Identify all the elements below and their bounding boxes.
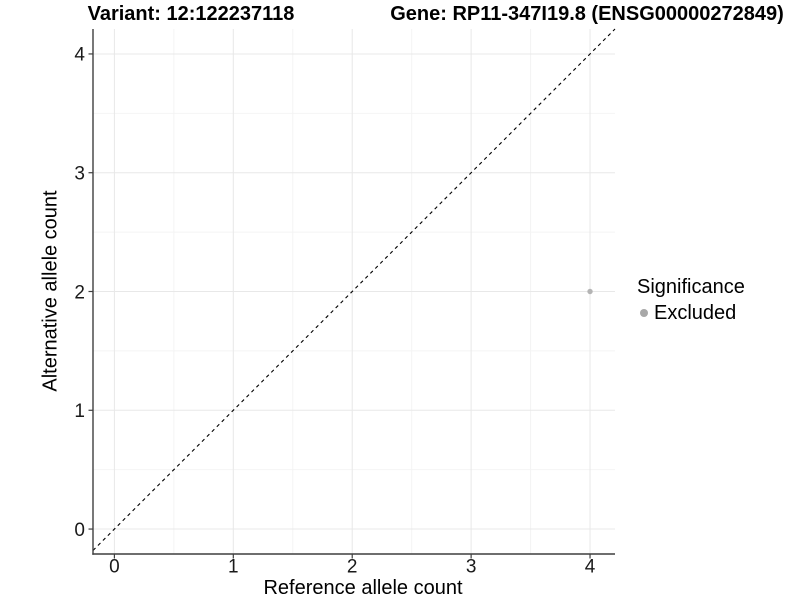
y-tick-label: 2	[74, 282, 85, 303]
legend: Significance Excluded	[637, 275, 745, 325]
y-tick-label: 1	[74, 401, 85, 422]
y-axis-title: Alternative allele count	[39, 190, 62, 392]
x-tick-label: 4	[585, 557, 596, 578]
x-tick-label: 0	[109, 557, 120, 578]
legend-title: Significance	[637, 276, 745, 298]
x-tick-label: 3	[466, 557, 477, 578]
x-tick-label: 1	[228, 557, 239, 578]
y-tick-label: 4	[74, 45, 85, 66]
gene-title: Gene: RP11-347I19.8 (ENSG00000272849)	[390, 3, 784, 25]
data-point	[587, 288, 593, 295]
x-axis-title: Reference allele count	[263, 577, 463, 599]
x-tick-label: 2	[347, 557, 358, 578]
identity-dashed-line	[92, 28, 616, 551]
y-tick-label: 0	[74, 520, 85, 541]
legend-item-excluded: Excluded	[637, 301, 745, 325]
legend-item-label: Excluded	[654, 301, 737, 324]
excluded-point-icon	[640, 309, 648, 317]
variant-title: Variant: 12:122237118	[87, 3, 295, 25]
y-tick-label: 3	[74, 164, 85, 185]
